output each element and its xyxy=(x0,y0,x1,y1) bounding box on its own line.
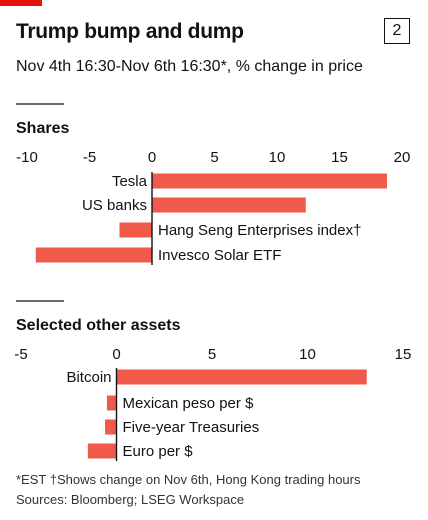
x-tick-label: 15 xyxy=(331,149,348,166)
chart-number-badge: 2 xyxy=(384,18,410,44)
x-tick-label: -10 xyxy=(16,149,38,166)
brand-bar xyxy=(0,0,42,6)
footnote: *EST †Shows change on Nov 6th, Hong Kong… xyxy=(16,472,361,487)
category-label: Invesco Solar ETF xyxy=(158,247,281,264)
x-tick-label: 0 xyxy=(112,346,120,363)
chart-title: Trump bump and dump xyxy=(16,20,244,43)
x-tick-label: 0 xyxy=(148,149,156,166)
bar xyxy=(116,369,367,385)
bar xyxy=(106,395,117,411)
sources: Sources: Bloomberg; LSEG Workspace xyxy=(16,492,245,507)
x-tick-label: 5 xyxy=(208,346,216,363)
category-label: Hang Seng Enterprises index† xyxy=(158,222,361,239)
bar xyxy=(105,419,117,435)
bar xyxy=(119,222,152,238)
category-label: US banks xyxy=(82,197,147,214)
x-tick-label: 15 xyxy=(395,346,412,363)
category-label: Mexican peso per $ xyxy=(123,395,255,412)
category-label: Euro per $ xyxy=(123,443,194,460)
bar xyxy=(152,173,387,189)
x-tick-label: 10 xyxy=(299,346,316,363)
x-tick-label: -5 xyxy=(83,149,96,166)
chart-subtitle: Nov 4th 16:30-Nov 6th 16:30*, % change i… xyxy=(16,58,363,75)
category-label: Five-year Treasuries xyxy=(123,419,260,436)
x-tick-label: 20 xyxy=(394,149,411,166)
x-tick-label: -5 xyxy=(14,346,27,363)
section-title: Selected other assets xyxy=(16,317,181,334)
section-title: Shares xyxy=(16,120,69,137)
x-tick-label: 5 xyxy=(210,149,218,166)
x-tick-label: 10 xyxy=(269,149,286,166)
bar xyxy=(152,197,306,213)
category-label: Tesla xyxy=(112,173,148,190)
bar xyxy=(35,247,152,263)
category-label: Bitcoin xyxy=(66,369,111,386)
bar xyxy=(87,443,117,459)
